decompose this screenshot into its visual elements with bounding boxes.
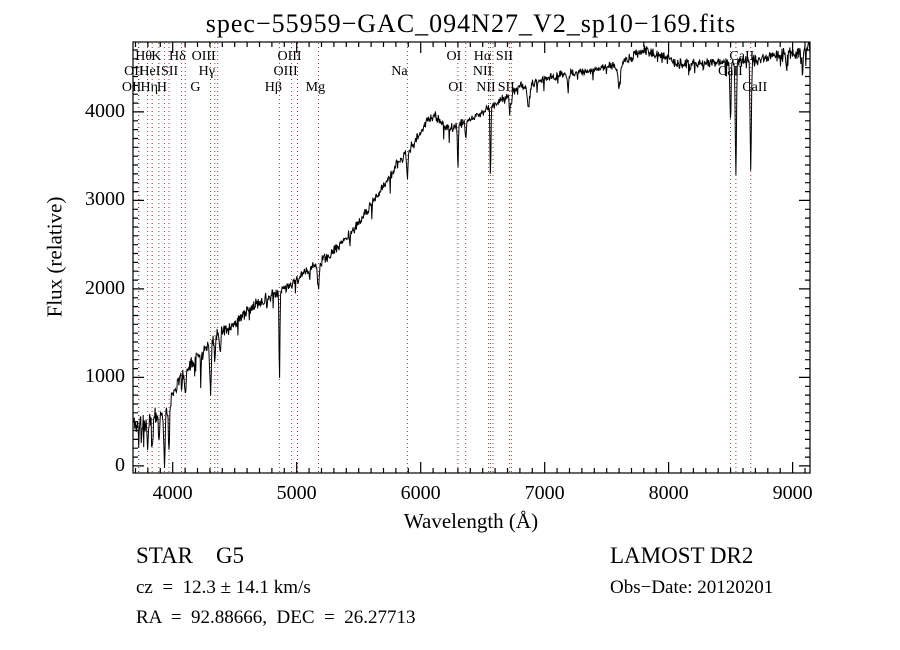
- spectrum-trace: [133, 42, 811, 468]
- spectral-line-label: SII: [161, 64, 179, 79]
- survey-annotation: LAMOST DR2: [610, 543, 754, 568]
- spectral-line-label: HeI: [139, 64, 161, 79]
- spectral-line-label: NII: [472, 64, 493, 79]
- spectral-line-label: G: [190, 80, 201, 95]
- spectral-line-label: CaII: [742, 80, 768, 95]
- spectral-line-label: OII: [124, 64, 144, 79]
- spectral-marker-lines: [138, 43, 752, 472]
- x-axis-label: Wavelength (Å): [403, 509, 539, 533]
- x-tick-label: 6000: [400, 482, 441, 504]
- object-class-annotation: STAR G5: [136, 543, 245, 568]
- spectral-line-label: OIII: [191, 49, 216, 64]
- spectral-line-label: OI: [448, 80, 464, 95]
- plot-frame: [132, 41, 811, 474]
- spectral-line-label: NII: [476, 80, 496, 95]
- radec-annotation: RA = 92.88666, DEC = 26.27713: [136, 607, 416, 628]
- spectral-line-label: H: [156, 80, 168, 95]
- spectral-line-label: Hη: [140, 80, 158, 95]
- spectral-line-label: K: [151, 49, 162, 64]
- x-tick-label: 5000: [276, 482, 317, 504]
- spectral-line-label: Hθ: [135, 49, 153, 64]
- spectral-line-label: CaII: [729, 49, 755, 64]
- y-tick-label: 1000: [85, 365, 125, 388]
- spectral-line-label: Hα: [473, 49, 492, 64]
- spectral-line-label: Hβ: [264, 80, 283, 95]
- spectral-line-label: OIII: [273, 64, 298, 79]
- x-tick-label: 4000: [152, 482, 193, 504]
- spectral-line-label: SII: [497, 80, 515, 95]
- spectral-line-label: OI: [446, 49, 462, 64]
- y-axis-label: Flux (relative): [42, 196, 67, 318]
- spectral-line-label: CaII: [717, 64, 743, 79]
- y-tick-label: 0: [115, 453, 125, 476]
- y-tick-label: 2000: [85, 276, 125, 299]
- obs-date-annotation: Obs−Date: 20120201: [610, 577, 774, 598]
- spectral-line-label: Mg: [305, 80, 326, 95]
- axis-ticks: [133, 42, 810, 473]
- x-tick-label: 8000: [648, 482, 689, 504]
- cz-annotation: cz = 12.3 ± 14.1 km/s: [136, 577, 311, 598]
- y-tick-label: 3000: [85, 188, 125, 211]
- spectral-line-label: OIII: [277, 49, 302, 64]
- y-tick-label: 4000: [85, 99, 125, 122]
- plot-title: spec−55959−GAC_094N27_V2_sp10−169.fits: [205, 9, 737, 38]
- spectral-line-label: Na: [391, 64, 408, 79]
- spectral-line-label: SII: [495, 49, 513, 64]
- x-tick-label: 7000: [524, 482, 565, 504]
- spectral-line-label: Hδ: [168, 49, 186, 64]
- spectral-line-label: OII: [121, 80, 142, 95]
- x-tick-label: 9000: [772, 482, 813, 504]
- spectral-line-label: Hγ: [198, 64, 215, 79]
